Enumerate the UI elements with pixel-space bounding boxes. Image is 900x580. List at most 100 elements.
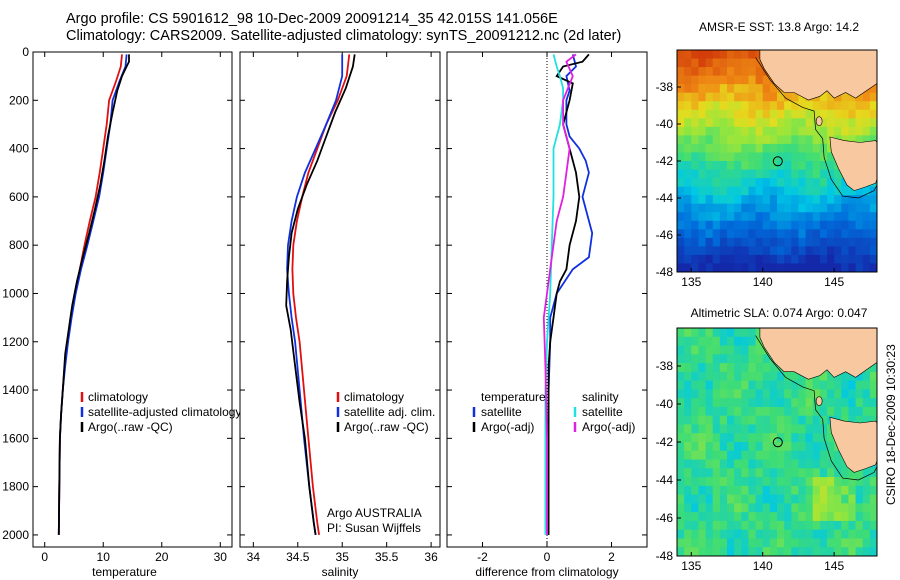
map-cell <box>719 389 728 399</box>
map-cell <box>755 220 764 230</box>
map-cell <box>712 371 721 382</box>
map-cell <box>677 186 685 196</box>
map-cell <box>791 406 800 417</box>
map-cell <box>677 477 685 487</box>
map-cell <box>741 67 750 77</box>
map-cell <box>684 354 692 364</box>
map-cell <box>684 246 692 256</box>
map-cell <box>855 237 864 247</box>
map-cell <box>812 143 821 154</box>
map-cell <box>869 246 877 256</box>
map-cell <box>734 263 742 272</box>
map-cell <box>841 118 850 128</box>
map-cell <box>862 398 871 408</box>
map-cell <box>727 195 735 205</box>
map-cell <box>769 109 778 119</box>
map-cell <box>748 398 757 408</box>
map-cell <box>791 135 800 145</box>
map-cell <box>862 246 871 256</box>
map-cell <box>791 415 800 426</box>
map-cell <box>705 450 714 461</box>
map-cell <box>805 520 814 531</box>
map-cell <box>805 109 814 119</box>
map-cell <box>698 503 707 513</box>
map-cell <box>862 135 871 145</box>
map-cell <box>734 442 742 452</box>
map-cell <box>862 195 871 205</box>
map-cell <box>784 477 792 487</box>
figure-title-line1: Argo profile: CS 5901612_98 10-Dec-2009 … <box>66 11 558 27</box>
map-cell <box>677 371 685 382</box>
map-cell <box>734 468 742 478</box>
map-cell <box>755 84 764 94</box>
map-cell <box>691 212 700 222</box>
map-cell <box>705 415 714 426</box>
map-cell <box>869 415 877 426</box>
map-cell <box>798 415 807 426</box>
map-cell <box>827 178 835 188</box>
argo-position-marker <box>772 437 783 448</box>
map-cell <box>841 468 850 478</box>
map-cell <box>677 178 685 188</box>
map-cell <box>798 477 807 487</box>
map-cell <box>812 547 821 556</box>
map-cell <box>677 195 685 205</box>
map-cell <box>691 494 700 504</box>
map-cell <box>712 169 721 179</box>
map-cell <box>734 328 742 338</box>
map-cell <box>841 371 850 382</box>
map-cell <box>691 220 700 230</box>
map-cell <box>848 529 857 540</box>
map-cell <box>791 203 800 213</box>
map-cell <box>748 84 757 94</box>
map-cell <box>869 468 877 478</box>
map-cell <box>798 246 807 256</box>
map-cell <box>798 459 807 469</box>
map-cell <box>691 118 700 128</box>
map-cell <box>819 178 828 188</box>
map-cell <box>798 101 807 111</box>
map-cell <box>755 212 764 222</box>
map-cell <box>677 246 685 256</box>
map-cell <box>705 406 714 417</box>
map-cell <box>727 389 735 399</box>
map-cell <box>748 415 757 426</box>
map-cell <box>827 161 835 171</box>
map-cell <box>691 75 700 85</box>
map-cell <box>748 50 757 60</box>
map-cell <box>862 254 871 265</box>
map-cell <box>719 67 728 77</box>
map-cell <box>784 169 792 179</box>
map-cell <box>784 380 792 390</box>
map-cell <box>841 109 850 119</box>
map-cell <box>834 109 842 119</box>
map-cell <box>769 433 778 443</box>
map-cell <box>834 229 842 239</box>
map-cell <box>834 212 842 222</box>
map-cell <box>677 101 685 111</box>
map-cell <box>855 101 864 111</box>
map-cell <box>841 92 850 102</box>
map-cell <box>798 178 807 188</box>
map-cell <box>712 152 721 162</box>
map-cell <box>819 229 828 239</box>
map-cell <box>777 178 785 188</box>
map-cell <box>819 203 828 213</box>
legend-label: Argo(..raw -QC) <box>88 420 173 434</box>
map-cell <box>691 433 700 443</box>
map-cell <box>791 195 800 205</box>
map-cell <box>727 178 735 188</box>
map-cell <box>819 254 828 265</box>
map-cell <box>691 529 700 540</box>
map-cell <box>698 415 707 426</box>
map-cell <box>784 152 792 162</box>
map-cell <box>705 67 714 77</box>
map-cell <box>677 118 685 128</box>
map-cell <box>734 503 742 513</box>
map-cell <box>748 246 757 256</box>
map-cell <box>812 178 821 188</box>
map-cell <box>841 389 850 399</box>
map-cell <box>741 126 750 136</box>
map-cell <box>741 363 750 373</box>
map-cell <box>827 371 835 382</box>
